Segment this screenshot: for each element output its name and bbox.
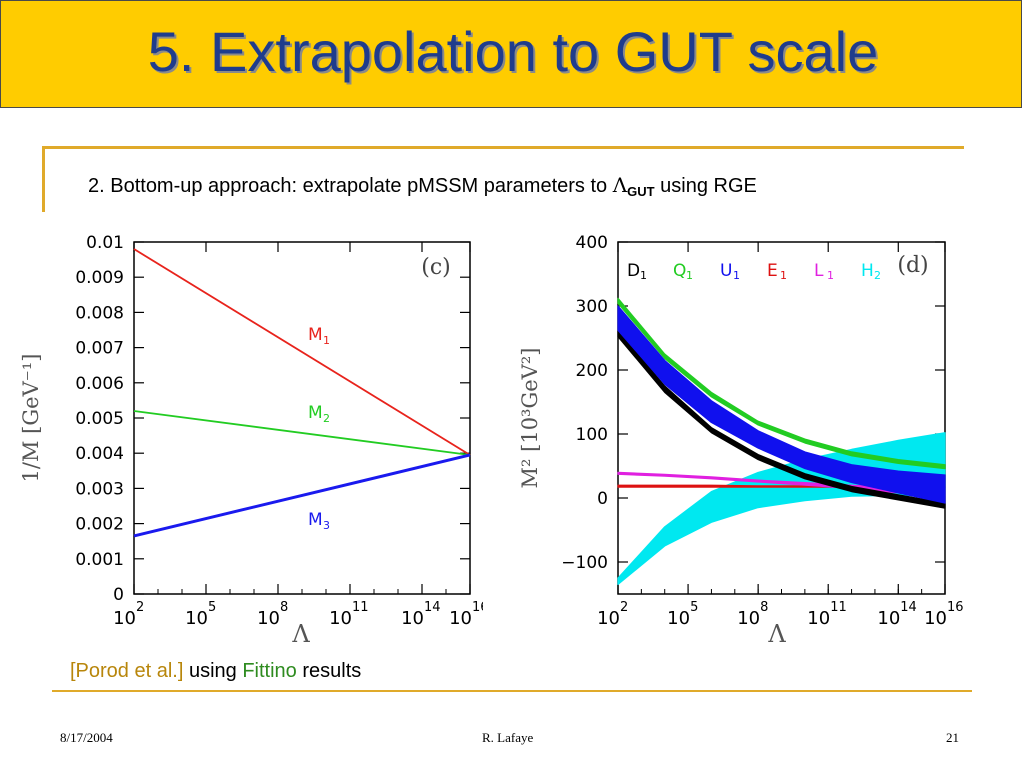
y-tick-label: 0.007: [75, 339, 124, 359]
legend-entry-name: H: [861, 261, 874, 281]
chart-inverse-gaugino-mass: 0 0.001 0.002 0.003 0.004 0.005 0.006 0.007 0.00…: [19, 233, 483, 648]
y-tick-label: 300: [576, 297, 608, 317]
y-tick-label: 0: [113, 585, 124, 605]
series-label-name: M: [308, 510, 323, 530]
series-label-name: M: [308, 325, 323, 345]
y-axis-label: M² [10³GeV²]: [518, 348, 542, 489]
x-tick-label-exponent: 16: [472, 600, 483, 615]
legend-entry-name: U: [720, 261, 732, 281]
lambda-subscript: GUT: [627, 184, 655, 199]
series-band-u1: [617, 305, 946, 504]
legend-entry-sub: 2: [874, 269, 881, 282]
x-tick-label-exponent: 14: [900, 600, 917, 615]
y-axis-label: 1/M [GeV⁻¹]: [19, 354, 43, 483]
x-tick-label-base: 10: [597, 608, 620, 629]
x-tick-label-exponent: 2: [136, 600, 144, 615]
series-label-sub: 3: [323, 519, 330, 532]
legend-entry-sub: 1: [686, 269, 693, 282]
y-tick-label: 0.001: [75, 550, 124, 570]
subtitle: 2. Bottom-up approach: extrapolate pMSSM…: [88, 173, 757, 199]
x-tick-label-exponent: 2: [620, 600, 628, 615]
x-tick-label-base: 10: [329, 608, 352, 629]
legend-entry-name: Q: [673, 261, 686, 281]
series-line-m2: [133, 410, 471, 456]
footer-author: R. Lafaye: [482, 730, 534, 745]
x-tick-label-base: 10: [257, 608, 280, 629]
y-tick-label: −100: [561, 553, 608, 573]
y-tick-label: 0.009: [75, 268, 124, 288]
footer-rule: [52, 690, 972, 692]
caption-fittino: Fittino: [242, 660, 297, 682]
panel-label: (c): [421, 255, 451, 280]
x-tick-label-base: 10: [807, 608, 830, 629]
series-label-sub: 2: [323, 412, 330, 425]
x-tick-label-exponent: 11: [830, 600, 847, 615]
y-tick-label: 0.005: [75, 409, 124, 429]
footer-date: 8/17/2004: [60, 730, 113, 745]
y-tick-label: 0: [597, 489, 608, 509]
x-tick-label-exponent: 16: [947, 600, 964, 615]
caption: [Porod et al.] using Fittino results: [70, 660, 361, 683]
series-line-m3: [133, 453, 471, 538]
legend-entry-sub: 1: [640, 269, 647, 282]
caption-results: results: [296, 660, 362, 682]
subtitle-end: using RGE: [654, 175, 757, 197]
y-tick-label: 0.002: [75, 515, 124, 535]
title-banner: 5. Extrapolation to GUT scale: [0, 0, 1022, 108]
x-tick-label-base: 10: [185, 608, 208, 629]
y-tick-label: 400: [576, 233, 608, 253]
chart-sfermion-mass-squared: −1000100200300400102105108101110141016ΛM…: [518, 233, 964, 648]
panel-label: (d): [897, 253, 928, 278]
x-tick-label-exponent: 8: [760, 600, 768, 615]
legend-entry-name: D: [627, 261, 640, 281]
footer-page-number: 21: [946, 730, 959, 745]
subtitle-text: 2. Bottom-up approach: extrapolate pMSSM…: [88, 175, 613, 197]
caption-using: using: [183, 660, 243, 682]
x-tick-label-base: 10: [113, 608, 136, 629]
series-label-name: M: [308, 403, 323, 423]
series-band-d1: [617, 329, 946, 509]
series-label-sub: 1: [323, 334, 330, 347]
x-tick-label-base: 10: [401, 608, 424, 629]
y-tick-label: 0.01: [86, 233, 124, 253]
caption-reference: [Porod et al.]: [70, 660, 184, 682]
x-tick-label-exponent: 5: [208, 600, 216, 615]
x-axis-label: Λ: [291, 620, 310, 648]
legend-entry-sub: 1: [780, 269, 787, 282]
x-axis-label: Λ: [767, 620, 786, 648]
y-tick-label: 0.008: [75, 303, 124, 323]
y-tick-label: 200: [576, 361, 608, 381]
lambda-symbol: Λ: [612, 173, 628, 197]
legend-entry-sub: 1: [827, 269, 834, 282]
x-tick-label-exponent: 14: [424, 600, 441, 615]
y-tick-label: 0.003: [75, 479, 124, 499]
x-tick-label-base: 10: [924, 608, 947, 629]
x-tick-label-base: 10: [877, 608, 900, 629]
series-line-m1: [133, 248, 471, 456]
legend-entry-sub: 1: [733, 269, 740, 282]
x-tick-label-base: 10: [737, 608, 760, 629]
legend-entry-name: E: [767, 261, 778, 281]
x-tick-label-exponent: 11: [352, 600, 369, 615]
header-bracket: [42, 146, 45, 212]
x-tick-label-exponent: 5: [690, 600, 698, 615]
y-tick-label: 0.006: [75, 374, 124, 394]
slide-title: 5. Extrapolation to GUT scale: [147, 20, 879, 83]
x-tick-label-base: 10: [449, 608, 472, 629]
y-tick-label: 100: [576, 425, 608, 445]
header-rule: [42, 146, 964, 149]
x-tick-label-base: 10: [667, 608, 690, 629]
y-tick-label: 0.004: [75, 444, 124, 464]
legend-entry-name: L: [814, 261, 824, 281]
series-band-q1: [617, 297, 946, 470]
x-tick-label-exponent: 8: [280, 600, 288, 615]
